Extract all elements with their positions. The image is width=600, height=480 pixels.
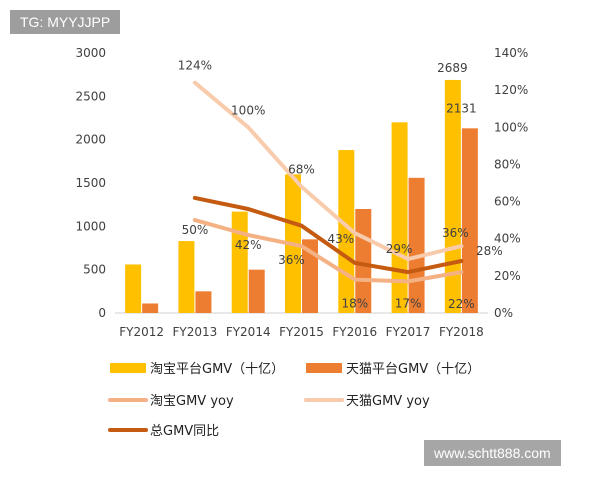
tmall-gmv-bar-fy2013: [195, 291, 212, 313]
right-tick-label: 60%: [494, 195, 521, 209]
data-labels: 124% 100% 68% 43% 29% 36% 50% 42% 36% 18% 17% 22% 28…: [178, 59, 503, 311]
data-label: 17%: [395, 296, 422, 310]
left-tick-label: 2500: [75, 89, 106, 103]
data-label: 68%: [288, 163, 315, 177]
left-tick-label: 1500: [75, 176, 106, 190]
data-label: 50%: [182, 223, 209, 237]
legend-label: 天猫平台GMV（十亿）: [346, 362, 480, 377]
legend: 淘宝平台GMV（十亿） 天猫平台GMV（十亿） 淘宝GMV yoy 天猫GMV yoy…: [108, 362, 480, 439]
right-tick-label: 120%: [494, 83, 528, 97]
data-label: 2689: [437, 61, 468, 75]
data-label: 28%: [476, 244, 503, 258]
legend-swatch: [306, 363, 342, 373]
legend-label: 淘宝平台GMV（十亿）: [150, 362, 284, 377]
right-tick-label: 20%: [494, 269, 521, 283]
tmall-gmv-bar-fy2012: [142, 303, 159, 313]
x-tick-label: FY2017: [386, 325, 431, 339]
left-tick-label: 500: [83, 263, 106, 277]
watermark-top: TG: MYYJJPP: [10, 10, 121, 34]
x-tick-label: FY2015: [279, 325, 324, 339]
x-axis-labels: FY2012 FY2013 FY2014 FY2015 FY2016 FY2017 FY20…: [119, 325, 483, 339]
taobao-gmv-bar-fy2014: [231, 211, 248, 313]
legend-label: 天猫GMV yoy: [346, 394, 430, 409]
right-tick-label: 80%: [494, 157, 521, 171]
x-tick-label: FY2013: [173, 325, 218, 339]
left-tick-label: 3000: [75, 46, 106, 60]
left-tick-label: 0: [98, 306, 106, 320]
x-tick-label: FY2016: [332, 325, 377, 339]
data-label: 43%: [327, 232, 354, 246]
right-tick-label: 140%: [494, 46, 528, 60]
left-tick-label: 1000: [75, 219, 106, 233]
data-label: 18%: [341, 297, 368, 311]
tmall-gmv-bar-fy2018: [461, 128, 478, 313]
x-tick-label: FY2018: [439, 325, 484, 339]
left-axis: 0 500 1000 1500 2000 2500 3000: [75, 46, 106, 320]
legend-label: 总GMV同比: [150, 424, 219, 439]
legend-label: 淘宝GMV yoy: [150, 394, 234, 409]
right-tick-label: 100%: [494, 120, 528, 134]
data-label: 36%: [278, 253, 305, 267]
legend-swatch: [110, 363, 146, 373]
data-label: 36%: [442, 226, 469, 240]
total-gmv-yoy-line: [192, 195, 464, 275]
lines: [192, 80, 464, 284]
left-tick-label: 2000: [75, 133, 106, 147]
taobao-gmv-bar-fy2012: [125, 264, 142, 313]
data-label: 124%: [178, 59, 212, 73]
data-label: 2131: [446, 101, 477, 115]
watermark-bottom: www.schtt888.com: [424, 440, 561, 466]
taobao-gmv-bar-fy2013: [178, 241, 195, 313]
right-tick-label: 40%: [494, 232, 521, 246]
taobao-gmv-bar-fy2018: [444, 79, 461, 313]
taobao-yoy-line: [192, 218, 464, 284]
tmall-gmv-bar-fy2015: [302, 239, 318, 313]
x-tick-label: FY2012: [119, 325, 164, 339]
data-label: 29%: [386, 242, 413, 256]
data-label: 42%: [235, 238, 262, 252]
taobao-gmv-bar-fy2017: [391, 122, 408, 313]
x-tick-label: FY2014: [226, 325, 271, 339]
tmall-gmv-bar-fy2014: [248, 269, 265, 313]
right-tick-label: 0%: [494, 306, 513, 320]
data-label: 100%: [231, 103, 265, 117]
tmall-yoy-line: [192, 80, 464, 262]
right-axis: 0% 20% 40% 60% 80% 100% 120% 140%: [494, 46, 528, 320]
data-label: 22%: [448, 297, 475, 311]
